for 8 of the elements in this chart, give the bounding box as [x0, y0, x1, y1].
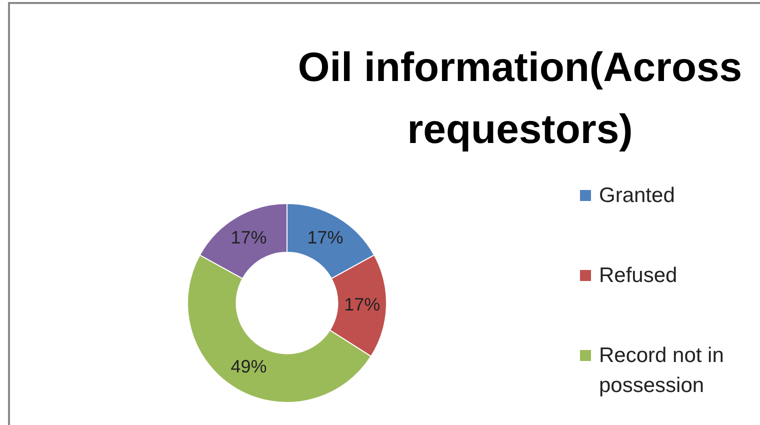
- data-label: 17%: [307, 227, 344, 248]
- chart-title: Oil information(Across requestors): [296, 43, 744, 154]
- legend-label: Refused: [599, 263, 678, 289]
- data-label: 17%: [344, 294, 380, 314]
- legend-label: Record not in possession: [599, 343, 725, 399]
- legend-label: Granted: [599, 183, 675, 209]
- data-label: 17%: [230, 227, 267, 248]
- data-label: 49%: [230, 356, 267, 377]
